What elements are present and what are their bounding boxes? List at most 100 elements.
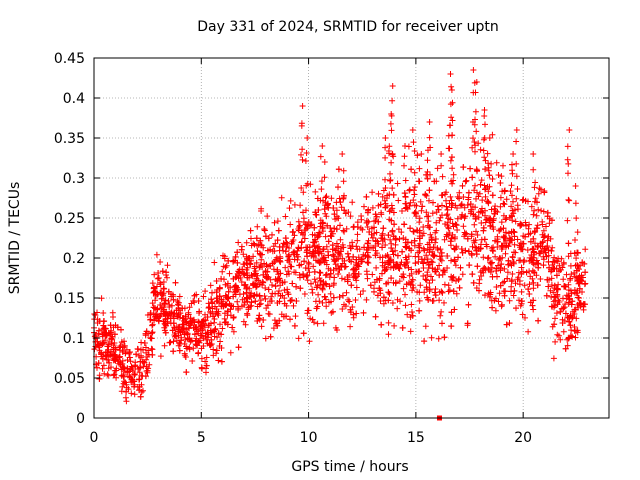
data-point bbox=[262, 285, 269, 291]
data-point bbox=[333, 256, 340, 263]
data-point bbox=[253, 275, 260, 282]
data-point bbox=[102, 337, 109, 344]
data-point bbox=[206, 341, 213, 348]
data-point bbox=[432, 239, 439, 246]
data-point bbox=[105, 341, 112, 348]
data-point bbox=[323, 271, 330, 278]
data-point bbox=[188, 337, 195, 344]
data-point bbox=[313, 211, 320, 218]
data-point bbox=[274, 266, 281, 273]
data-point bbox=[282, 264, 289, 271]
data-point bbox=[182, 354, 189, 360]
data-point bbox=[554, 301, 561, 308]
data-point bbox=[493, 284, 500, 290]
data-point bbox=[164, 320, 171, 327]
data-point bbox=[344, 278, 351, 285]
data-point bbox=[150, 304, 157, 311]
data-point bbox=[465, 189, 472, 196]
data-point bbox=[300, 215, 307, 222]
data-point bbox=[262, 335, 269, 342]
data-point bbox=[338, 275, 345, 282]
data-point bbox=[331, 280, 337, 287]
data-point bbox=[323, 193, 330, 200]
data-point bbox=[508, 278, 515, 285]
data-point bbox=[426, 119, 433, 125]
x-tick-label: 0 bbox=[90, 430, 99, 446]
data-point bbox=[428, 236, 435, 242]
data-point bbox=[450, 171, 457, 178]
data-point bbox=[411, 187, 417, 194]
data-point bbox=[376, 275, 383, 282]
data-point bbox=[238, 279, 245, 285]
data-point bbox=[448, 200, 455, 207]
data-point bbox=[511, 241, 518, 248]
data-point bbox=[426, 197, 432, 204]
data-point bbox=[319, 143, 326, 149]
data-point bbox=[116, 353, 123, 360]
data-point bbox=[513, 138, 520, 145]
data-point bbox=[377, 254, 384, 261]
data-point bbox=[571, 324, 578, 330]
data-point bbox=[489, 176, 496, 182]
data-point bbox=[470, 67, 477, 73]
data-point bbox=[149, 280, 156, 287]
data-point bbox=[255, 315, 262, 322]
data-point bbox=[118, 326, 124, 333]
data-point bbox=[291, 201, 298, 208]
data-point bbox=[557, 308, 564, 315]
data-point bbox=[272, 240, 279, 247]
data-point bbox=[385, 232, 392, 239]
data-point bbox=[524, 247, 531, 253]
data-point bbox=[339, 260, 346, 267]
data-point bbox=[229, 324, 236, 331]
data-point bbox=[304, 135, 311, 141]
data-point bbox=[316, 298, 323, 305]
data-point bbox=[485, 290, 492, 297]
data-point bbox=[447, 157, 454, 164]
data-point bbox=[363, 268, 370, 275]
data-point bbox=[267, 333, 274, 340]
data-point bbox=[191, 299, 198, 306]
data-point bbox=[575, 304, 581, 311]
data-point bbox=[573, 215, 580, 222]
data-point bbox=[264, 247, 271, 254]
data-point bbox=[481, 236, 488, 243]
data-point bbox=[567, 322, 574, 329]
data-point bbox=[472, 148, 478, 155]
data-point bbox=[450, 288, 457, 295]
data-point bbox=[431, 178, 438, 185]
data-point bbox=[335, 243, 342, 250]
data-point bbox=[327, 270, 334, 277]
data-point bbox=[481, 264, 488, 271]
y-tick-label: 0.15 bbox=[54, 291, 85, 307]
data-point bbox=[388, 240, 395, 247]
data-point bbox=[572, 200, 579, 207]
data-point bbox=[353, 256, 360, 263]
data-point bbox=[289, 229, 296, 236]
data-point bbox=[472, 108, 479, 115]
data-point bbox=[149, 329, 156, 336]
data-point bbox=[304, 307, 311, 314]
data-point bbox=[525, 231, 532, 238]
data-point bbox=[579, 289, 585, 295]
data-point bbox=[408, 301, 415, 308]
data-point bbox=[312, 247, 319, 254]
data-point bbox=[443, 203, 450, 210]
x-tick-label: 5 bbox=[197, 430, 206, 446]
data-point bbox=[421, 247, 428, 254]
data-point bbox=[336, 294, 343, 300]
data-point bbox=[560, 328, 567, 335]
data-point bbox=[546, 220, 553, 227]
data-point bbox=[448, 273, 455, 280]
data-point bbox=[234, 298, 241, 305]
data-point bbox=[286, 245, 292, 251]
data-point bbox=[418, 256, 425, 263]
data-point bbox=[581, 281, 588, 288]
data-point bbox=[312, 188, 319, 195]
data-point bbox=[389, 97, 396, 104]
data-point bbox=[575, 280, 582, 287]
data-point bbox=[575, 295, 582, 301]
data-point bbox=[519, 246, 525, 253]
data-point bbox=[492, 307, 499, 314]
data-point bbox=[446, 287, 453, 294]
